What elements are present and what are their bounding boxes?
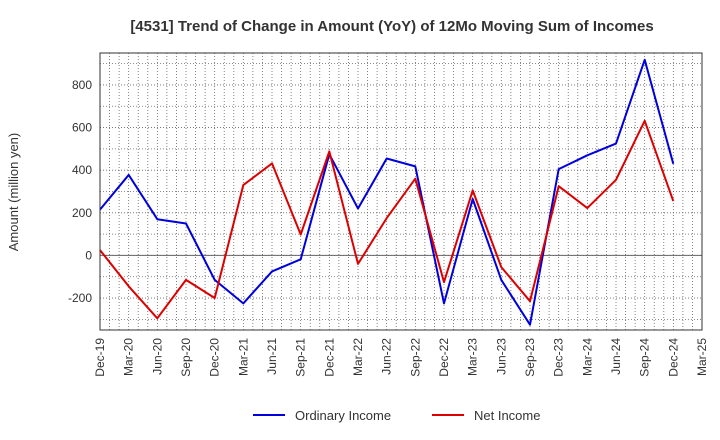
- x-tick-label: Sep-22: [408, 338, 422, 377]
- x-tick-label: Sep-24: [638, 338, 652, 377]
- x-tick-label: Mar-20: [122, 338, 136, 376]
- x-tick-label: Dec-20: [208, 338, 222, 377]
- x-tick-label: Jun-24: [609, 338, 623, 375]
- chart-title: [4531] Trend of Change in Amount (YoY) o…: [130, 18, 653, 35]
- x-tick-label: Dec-23: [552, 338, 566, 377]
- x-tick-label: Dec-21: [322, 338, 336, 377]
- y-tick-labels: -200 0 200 400 600 800: [68, 78, 92, 305]
- x-tick-label: Dec-22: [437, 338, 451, 377]
- y-tick-label: 800: [72, 78, 92, 92]
- x-tick-label: Mar-21: [236, 338, 250, 376]
- x-tick-label: Jun-23: [494, 338, 508, 375]
- y-tick-label: 0: [85, 248, 92, 262]
- x-tick-label: Jun-21: [265, 338, 279, 375]
- series-lines: [99, 58, 675, 326]
- x-tick-label: Mar-23: [466, 338, 480, 376]
- x-tick-label: Dec-24: [666, 338, 680, 377]
- x-tick-label: Dec-19: [93, 338, 107, 377]
- legend-label: Net Income: [474, 408, 540, 423]
- x-tick-label: Sep-20: [179, 338, 193, 377]
- series-line-net-income: [99, 119, 675, 320]
- x-tick-label: Mar-24: [580, 338, 594, 376]
- x-tick-label: Jun-22: [380, 338, 394, 375]
- plot-frame: [99, 52, 703, 331]
- x-tick-label: Sep-21: [294, 338, 308, 377]
- x-tick-label: Sep-23: [523, 338, 537, 377]
- y-tick-label: 600: [72, 121, 92, 135]
- x-tick-label: Jun-20: [150, 338, 164, 375]
- legend-label: Ordinary Income: [295, 408, 391, 423]
- grid-lines: [99, 53, 703, 330]
- y-axis-label: Amount (million yen): [6, 133, 21, 252]
- x-tick-labels: Dec-19 Mar-20 Jun-20 Sep-20 Dec-20 Mar-21 Jun-…: [93, 338, 709, 377]
- y-tick-label: 400: [72, 163, 92, 177]
- series-line-ordinary-income: [99, 58, 675, 326]
- x-tick-label: Mar-25: [695, 338, 709, 376]
- legend: Ordinary Income Net Income: [253, 408, 540, 423]
- y-tick-label: 200: [72, 206, 92, 220]
- x-tick-label: Mar-22: [351, 338, 365, 376]
- y-tick-label: -200: [68, 291, 92, 305]
